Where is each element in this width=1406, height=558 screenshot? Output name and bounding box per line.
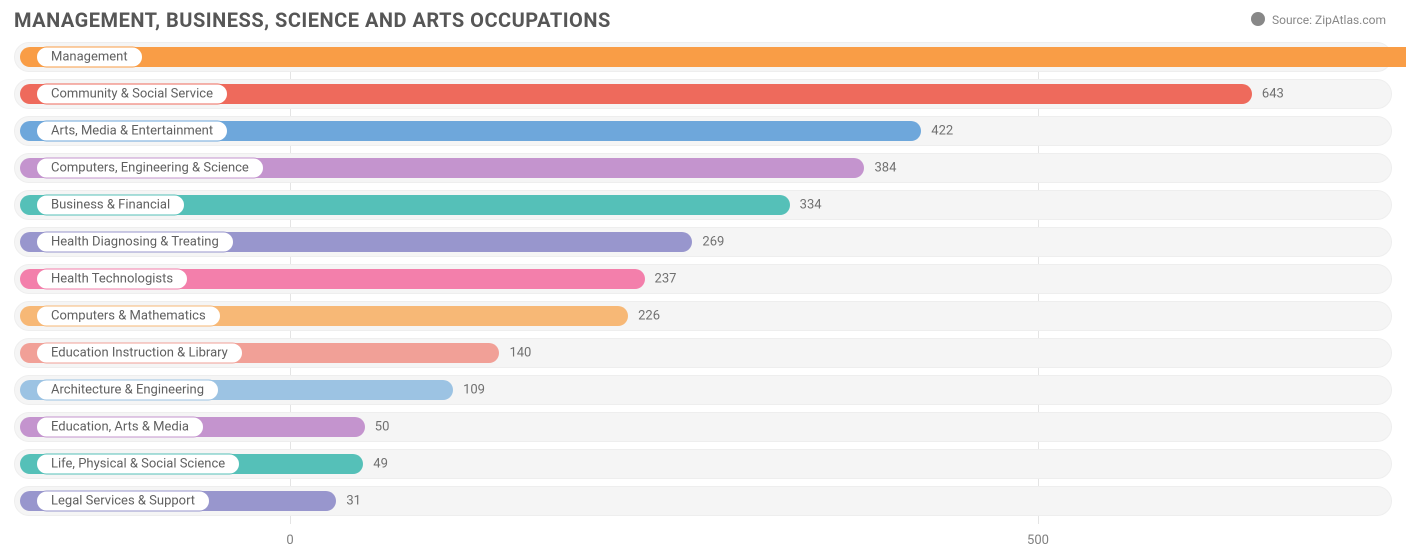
bar-row: Computers, Engineering & Science 384 xyxy=(14,153,1392,183)
bar-label: Education Instruction & Library xyxy=(36,343,243,364)
bar-label: Health Diagnosing & Treating xyxy=(36,232,234,253)
bar-label: Life, Physical & Social Science xyxy=(36,454,240,475)
x-axis-label: 0 xyxy=(286,533,293,548)
bar-value: 109 xyxy=(463,383,485,398)
bar-value: 334 xyxy=(800,198,822,213)
bar-label: Management xyxy=(36,47,143,68)
bar-label: Community & Social Service xyxy=(36,84,228,105)
bar-row: Education, Arts & Media 50 xyxy=(14,412,1392,442)
bar-row: Education Instruction & Library 140 xyxy=(14,338,1392,368)
chart-area: Management897 Community & Social Service 6… xyxy=(14,42,1392,548)
bar-value: 49 xyxy=(373,457,388,472)
bar-value: 140 xyxy=(509,346,531,361)
bar-value: 226 xyxy=(638,309,660,324)
bar-label: Computers & Mathematics xyxy=(36,306,221,327)
bar-row: Computers & Mathematics 226 xyxy=(14,301,1392,331)
bar-row: Business & Financial 334 xyxy=(14,190,1392,220)
bar-value: 422 xyxy=(931,124,953,139)
bar-label: Legal Services & Support xyxy=(36,491,210,512)
bar-label: Education, Arts & Media xyxy=(36,417,204,438)
bar-row: Health Technologists 237 xyxy=(14,264,1392,294)
chart-plot: Management897 Community & Social Service 6… xyxy=(14,42,1392,524)
bar xyxy=(20,47,1406,67)
bar-value: 50 xyxy=(375,420,390,435)
bar-value: 384 xyxy=(874,161,896,176)
bar-label: Health Technologists xyxy=(36,269,188,290)
bar-value: 269 xyxy=(702,235,724,250)
source-label: Source: xyxy=(1272,13,1312,27)
bar-label: Arts, Media & Entertainment xyxy=(36,121,228,142)
x-axis-label: 500 xyxy=(1027,533,1049,548)
bar-label: Computers, Engineering & Science xyxy=(36,158,264,179)
bar-row: Management897 xyxy=(14,42,1392,72)
bar-row: Health Diagnosing & Treating 269 xyxy=(14,227,1392,257)
chart-title: MANAGEMENT, BUSINESS, SCIENCE AND ARTS O… xyxy=(14,8,611,32)
source-attribution: Source: ZipAtlas.com xyxy=(1251,12,1386,27)
bar-row: Community & Social Service 643 xyxy=(14,79,1392,109)
bar-row: Arts, Media & Entertainment 422 xyxy=(14,116,1392,146)
bar-row: Life, Physical & Social Science 49 xyxy=(14,449,1392,479)
bar-label: Business & Financial xyxy=(36,195,185,216)
bar-value: 643 xyxy=(1262,87,1284,102)
source-icon xyxy=(1251,12,1265,26)
source-name: ZipAtlas.com xyxy=(1315,13,1386,27)
bar-value: 237 xyxy=(655,272,677,287)
bar-row: Legal Services & Support 31 xyxy=(14,486,1392,516)
bar-label: Architecture & Engineering xyxy=(36,380,219,401)
bar-value: 31 xyxy=(346,494,361,509)
bar-row: Architecture & Engineering 109 xyxy=(14,375,1392,405)
